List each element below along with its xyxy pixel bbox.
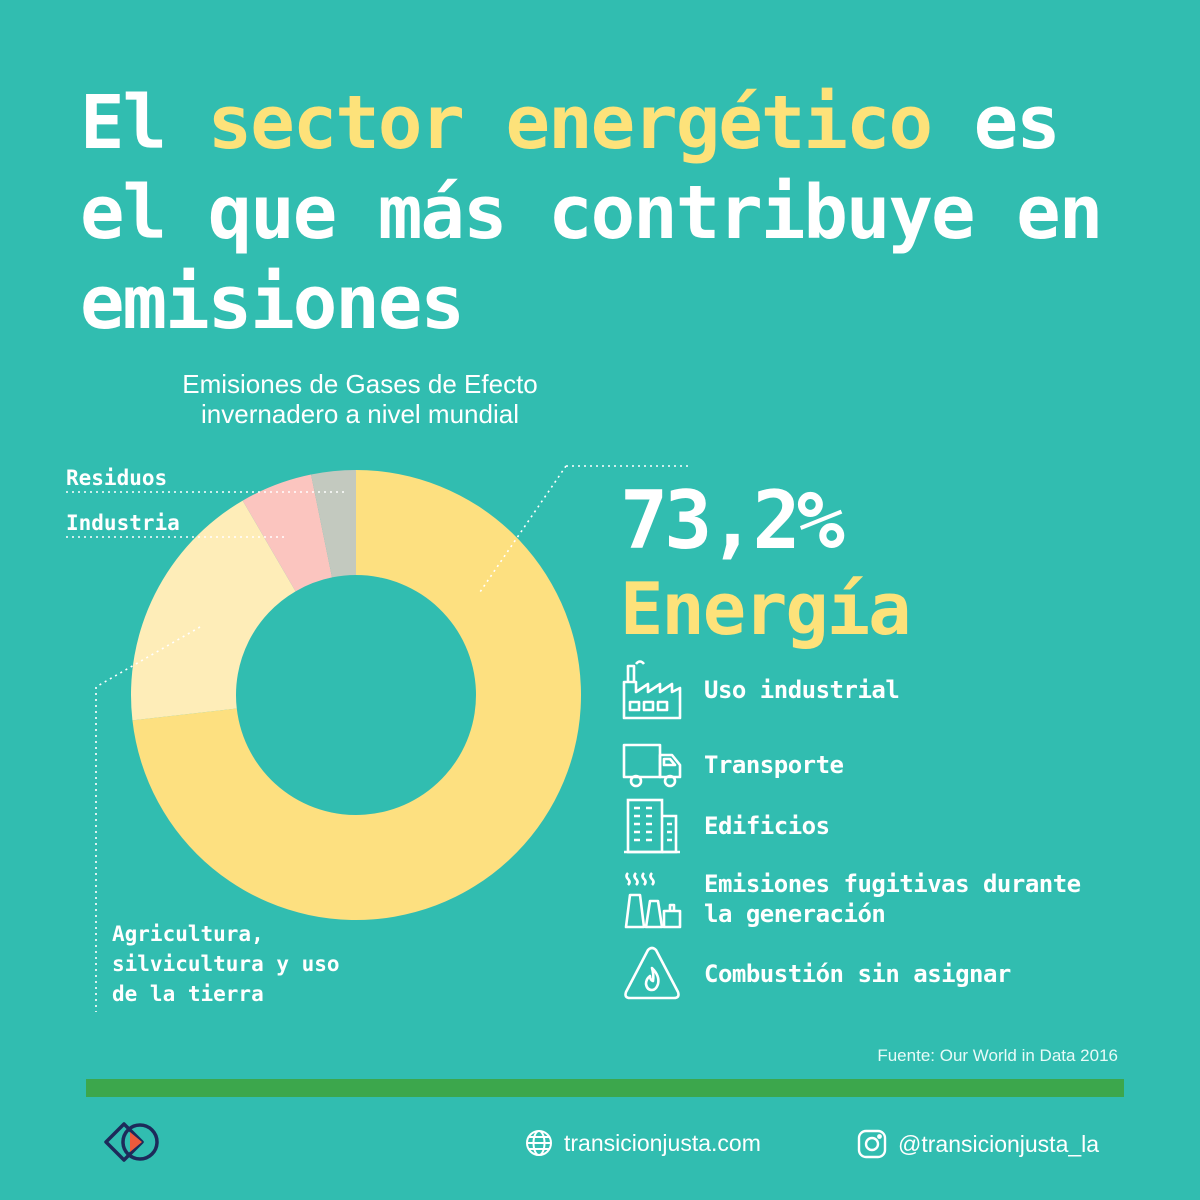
- energy-label: Energía: [620, 567, 911, 651]
- instagram-text: @transicionjusta_la: [898, 1130, 1100, 1157]
- label-agricultura-line1: Agricultura,: [112, 922, 264, 946]
- headline: El sector energético es el que más contr…: [80, 78, 1180, 348]
- subsector-item: Edificios: [620, 794, 830, 858]
- power-plant-icon: [624, 872, 682, 929]
- website-text: transicionjusta.com: [564, 1129, 761, 1156]
- label-agricultura: Agricultura, silvicultura y uso de la ti…: [112, 919, 340, 1009]
- chart-title: Emisiones de Gases de Efecto invernadero…: [182, 369, 538, 429]
- subsector-label: Combustión sin asignar: [704, 959, 1011, 989]
- globe-icon: [526, 1130, 552, 1156]
- subsector-label-line1: Emisiones fugitivas durante: [704, 870, 1081, 898]
- leader-energia-d: [479, 465, 567, 593]
- subsector-item: Transporte: [620, 733, 844, 797]
- subsector-item: Uso industrial: [620, 658, 900, 722]
- label-industria: Industria: [66, 511, 180, 535]
- instagram-icon: [857, 1129, 887, 1159]
- label-agricultura-line3: de la tierra: [112, 982, 264, 1006]
- factory-icon: [622, 660, 682, 720]
- building-icon: [624, 798, 680, 854]
- subsector-item: Emisiones fugitivas durante la generació…: [620, 867, 1081, 931]
- subsector-label: Edificios: [704, 811, 830, 841]
- headline-part1: El: [80, 80, 208, 166]
- donut-slice-industria: [242, 474, 333, 592]
- donut-slice-residuos: [311, 470, 356, 578]
- subsector-label-line1: Transporte: [704, 751, 844, 779]
- subsector-label-line1: Combustión sin asignar: [704, 960, 1011, 988]
- donut-slice-agricultura: [131, 500, 296, 721]
- subsector-label: Emisiones fugitivas durante la generació…: [704, 869, 1081, 929]
- energy-percentage: 73,2%: [620, 474, 845, 567]
- label-agricultura-line2: silvicultura y uso: [112, 952, 340, 976]
- source-note: Fuente: Our World in Data 2016: [877, 1046, 1118, 1065]
- headline-part2: es el que más contribuye en emisiones: [80, 80, 1103, 346]
- subsector-item: Combustión sin asignar: [620, 942, 1011, 1006]
- subsector-label: Uso industrial: [704, 675, 900, 705]
- flame-warning-icon: [624, 946, 680, 1000]
- divider-bar: [86, 1079, 1124, 1097]
- subsector-label-line1: Edificios: [704, 812, 830, 840]
- donut-slice-energia: [132, 470, 582, 920]
- truck-icon: [622, 743, 682, 788]
- instagram-link[interactable]: @transicionjusta_la: [856, 1128, 1099, 1160]
- label-residuos: Residuos: [66, 466, 168, 490]
- subsector-label-line2: la generación: [704, 900, 886, 928]
- brand-logo: [104, 1122, 159, 1162]
- leader-agricultura-d: [95, 626, 201, 688]
- subsector-label-line1: Uso industrial: [704, 676, 900, 704]
- website-link[interactable]: transicionjusta.com: [524, 1128, 761, 1158]
- leader-lines: [66, 465, 690, 1012]
- headline-highlight: sector energético: [207, 80, 933, 166]
- subsector-label: Transporte: [704, 750, 844, 780]
